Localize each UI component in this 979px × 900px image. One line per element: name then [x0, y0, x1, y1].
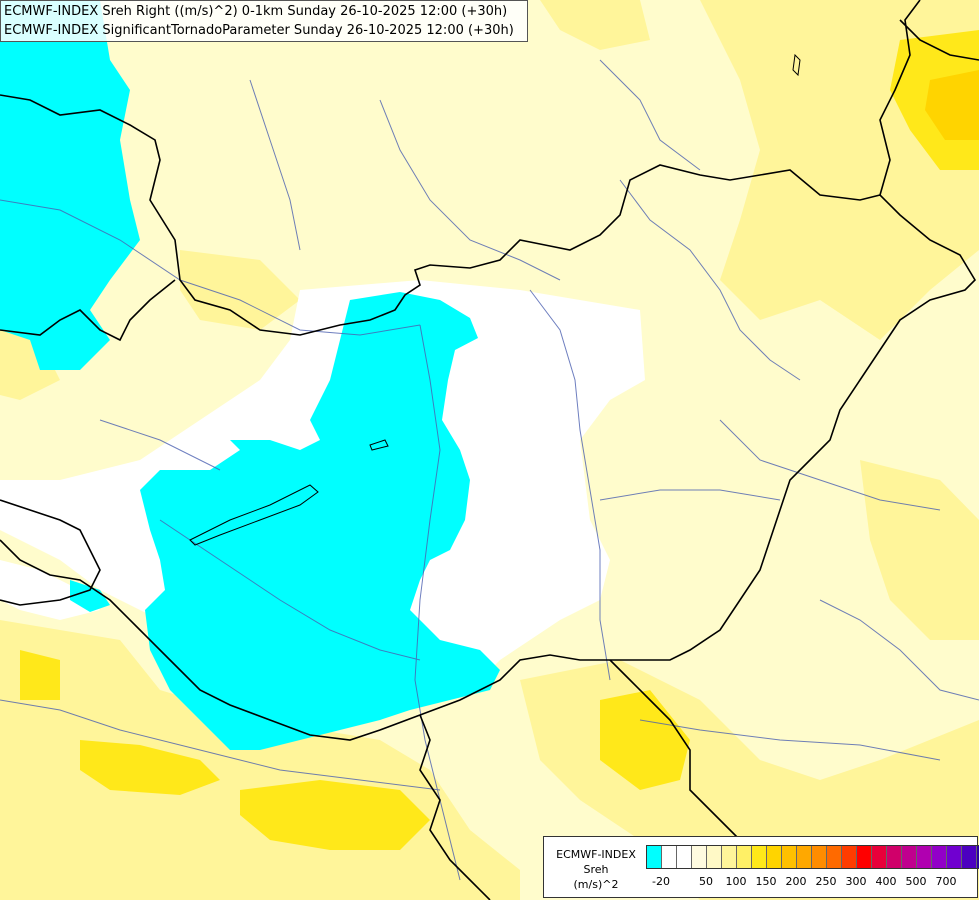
legend-swatch: [917, 846, 932, 868]
legend-tick-label: 500: [905, 875, 927, 888]
cyan-zone-central: [140, 292, 500, 750]
color-scale-legend: ECMWF-INDEX Sreh (m/s)^2 -20 50 100 150 200 2…: [543, 836, 979, 898]
lakes: [189, 53, 801, 546]
orange-zone: [925, 70, 979, 140]
legend-swatch: [887, 846, 902, 868]
legend-tick-label: 50: [699, 875, 713, 888]
legend-swatch: [842, 846, 857, 868]
legend-ticks: -20 50 100 150 200 250 300 400 500 700: [646, 875, 971, 889]
legend-tick-label: 200: [785, 875, 807, 888]
legend-title-line-1: ECMWF-INDEX: [556, 848, 636, 861]
cyan-zone-small: [70, 580, 110, 612]
legend-swatch: [797, 846, 812, 868]
map-title-box: ECMWF-INDEX Sreh Right ((m/s)^2) 0-1km S…: [0, 0, 528, 42]
rivers: [0, 59, 979, 881]
legend-swatch: [812, 846, 827, 868]
legend-swatch: [707, 846, 722, 868]
legend-tick-label: 150: [755, 875, 777, 888]
legend-tick-label: 100: [725, 875, 747, 888]
map-title-line-2: ECMWF-INDEX SignificantTornadoParameter …: [4, 23, 514, 38]
legend-tick-label: 400: [875, 875, 897, 888]
legend-title-line-2: Sreh: [583, 863, 609, 876]
legend-swatches: [646, 845, 979, 869]
legend-swatch: [692, 846, 707, 868]
legend-swatch: [677, 846, 692, 868]
legend-swatch: [767, 846, 782, 868]
legend-swatch: [827, 846, 842, 868]
legend-swatch: [857, 846, 872, 868]
legend-title: ECMWF-INDEX Sreh (m/s)^2: [548, 847, 644, 892]
legend-tick-label: 700: [935, 875, 957, 888]
legend-swatch: [752, 846, 767, 868]
cyan-zone-northwest: [0, 0, 140, 370]
legend-swatch: [782, 846, 797, 868]
legend-swatch: [947, 846, 962, 868]
legend-swatch: [662, 846, 677, 868]
legend-tick-label: -20: [652, 875, 670, 888]
legend-swatch: [647, 846, 662, 868]
legend-title-line-3: (m/s)^2: [573, 878, 619, 891]
legend-swatch: [872, 846, 887, 868]
legend-tick-label: 250: [815, 875, 837, 888]
legend-tick-label: 300: [845, 875, 867, 888]
legend-swatch: [932, 846, 947, 868]
legend-swatch: [722, 846, 737, 868]
legend-swatch: [737, 846, 752, 868]
legend-swatch: [902, 846, 917, 868]
map-title-line-1: ECMWF-INDEX Sreh Right ((m/s)^2) 0-1km S…: [4, 4, 508, 19]
legend-swatch: [962, 846, 977, 868]
legend-swatch: [977, 846, 979, 868]
